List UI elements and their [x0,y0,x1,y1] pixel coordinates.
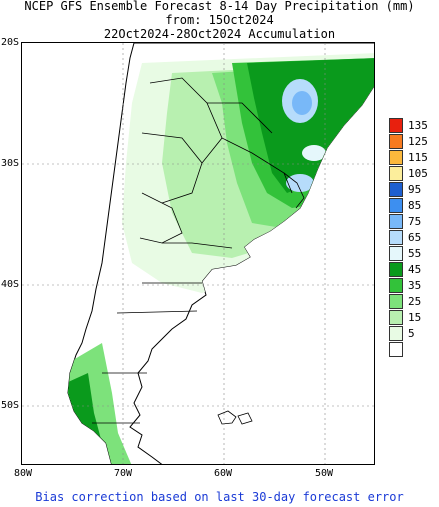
legend-swatch [389,214,403,229]
precip-65mm-south [286,174,314,192]
precip-55mm-east [302,145,326,161]
legend-label: 5 [408,327,415,340]
legend-label: 85 [408,199,422,212]
legend-swatch [389,166,403,181]
legend-label: 55 [408,247,422,260]
legend-label: 25 [408,295,422,308]
legend-swatch [389,246,403,261]
legend-label: 95 [408,183,422,196]
legend-label: 45 [408,263,422,276]
province-borders [92,77,293,424]
legend-swatch [389,134,403,149]
title-line-2: from: 15Oct2024 [165,13,274,27]
lat-label-20s: 20S [1,37,20,48]
rio-de-la-plata [283,172,305,209]
legend-swatch [389,150,403,165]
legend-swatch [389,230,403,245]
legend-label: 65 [408,231,422,244]
lon-label-60w: 60W [214,468,233,479]
lat-label-30s: 30S [1,158,20,169]
lon-label-80w: 80W [14,468,33,479]
legend-swatch [389,118,403,133]
legend-swatch [389,326,403,341]
legend-swatch [389,310,403,325]
precipitation-map [21,42,375,465]
title-line-1: NCEP GFS Ensemble Forecast 8-14 Day Prec… [24,0,415,13]
legend-label: 75 [408,215,422,228]
legend-swatch [389,278,403,293]
falkland-islands [217,410,253,425]
lat-label-40s: 40S [1,279,20,290]
legend-swatch [389,294,403,309]
lon-label-70w: 70W [114,468,133,479]
legend-label: 35 [408,279,422,292]
title-line-3: 22Oct2024-28Oct2024 Accumulation [103,27,336,41]
lat-label-50s: 50S [1,400,20,411]
precip-75mm-north [292,91,312,115]
legend-swatch [389,182,403,197]
legend-label: 15 [408,311,422,324]
legend-label: 135 [408,119,428,132]
legend-label: 105 [408,167,428,180]
graticule [22,43,374,464]
legend-label: 115 [408,151,428,164]
map-svg [22,43,374,464]
legend-label: 125 [408,135,428,148]
lon-label-50w: 50W [315,468,334,479]
legend-swatch [389,198,403,213]
legend-swatch [389,262,403,277]
legend-swatch [389,342,403,357]
footer-note: Bias correction based on last 30-day for… [35,490,404,504]
